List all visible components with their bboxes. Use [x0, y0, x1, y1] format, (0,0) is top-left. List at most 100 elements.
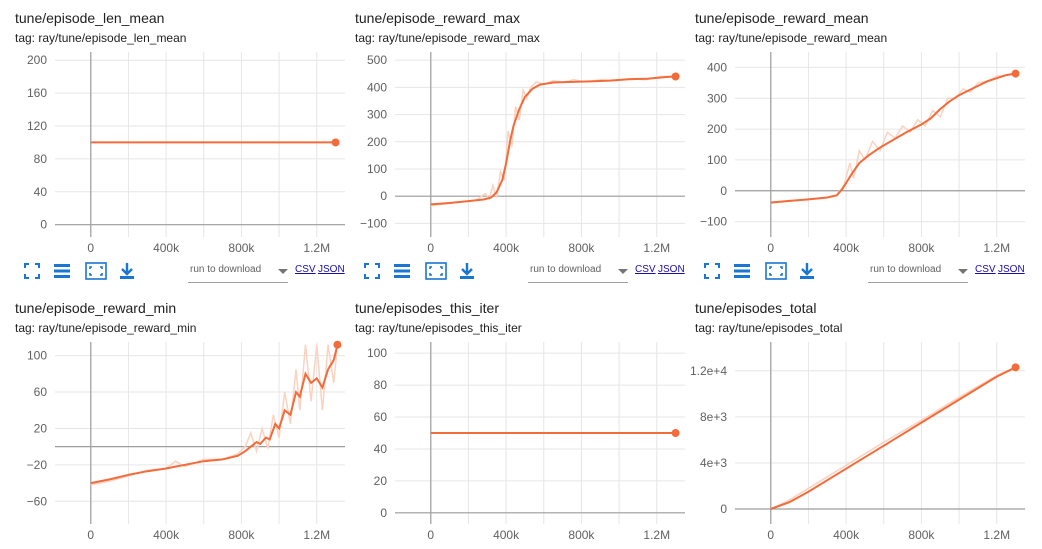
- fit-domain-icon[interactable]: [703, 262, 721, 280]
- x-tick-label: 800k: [228, 241, 255, 255]
- csv-link[interactable]: CSV: [975, 264, 996, 275]
- chart-title: tune/episode_reward_mean: [695, 10, 869, 26]
- chart-title: tune/episode_reward_max: [355, 10, 520, 26]
- expand-icon[interactable]: [765, 262, 787, 280]
- x-tick-label: 1.2M: [983, 528, 1010, 542]
- chart-card-6: tune/episodes_total tag: ray/tune/episod…: [690, 290, 1030, 549]
- y-tick-label: −20: [27, 458, 48, 472]
- x-tick-label: 400k: [153, 528, 180, 542]
- series-end-point: [333, 340, 342, 349]
- chart-card-1: tune/episode_len_mean tag: ray/tune/epis…: [15, 0, 350, 283]
- x-tick-label: 400k: [833, 241, 860, 255]
- grid-lines: [735, 342, 1025, 524]
- x-tick-label: 1.2M: [643, 528, 670, 542]
- expand-icon[interactable]: [85, 262, 107, 280]
- x-tick-label: 1.2M: [983, 241, 1010, 255]
- y-tick-label: 1.2e+4: [690, 364, 727, 378]
- json-link[interactable]: JSON: [998, 264, 1025, 275]
- download-icon[interactable]: [458, 262, 476, 280]
- y-tick-label: 100: [707, 153, 727, 167]
- y-tick-label: 200: [367, 135, 387, 149]
- x-tick-label: 800k: [568, 528, 595, 542]
- toggle-log-icon[interactable]: [53, 262, 71, 280]
- grid-lines: [735, 52, 1025, 237]
- y-tick-label: 120: [27, 119, 47, 133]
- line-chart[interactable]: 0 400k 800k 1.2M −100 0 100 200 300 400 500: [355, 0, 690, 260]
- y-tick-label: 80: [34, 152, 48, 166]
- x-tick-label: 800k: [908, 241, 935, 255]
- chart-card-3: tune/episode_reward_mean tag: ray/tune/e…: [695, 0, 1030, 283]
- x-tick-label: 800k: [568, 241, 595, 255]
- y-tick-label: −60: [27, 494, 48, 508]
- y-tick-label: 200: [27, 53, 47, 67]
- y-tick-label: 300: [707, 91, 727, 105]
- y-tick-label: −100: [700, 215, 727, 229]
- y-tick-label: 100: [367, 162, 387, 176]
- x-tick-label: 400k: [493, 528, 520, 542]
- chart-card-5: tune/episodes_this_iter tag: ray/tune/ep…: [355, 290, 690, 549]
- chevron-down-icon: [278, 269, 288, 274]
- y-tick-label: 0: [720, 502, 727, 516]
- run-select[interactable]: run to download: [188, 262, 288, 283]
- json-link[interactable]: JSON: [658, 264, 685, 275]
- y-tick-label: 500: [367, 53, 387, 67]
- x-tick-label: 0: [767, 241, 774, 255]
- series-raw-line: [430, 75, 676, 207]
- x-tick-label: 0: [87, 241, 94, 255]
- chart-title: tune/episode_reward_min: [15, 300, 177, 316]
- x-tick-label: 0: [427, 528, 434, 542]
- x-tick-label: 0: [87, 528, 94, 542]
- y-tick-label: 0: [40, 218, 47, 232]
- json-link[interactable]: JSON: [318, 264, 345, 275]
- series-line: [90, 344, 339, 485]
- run-select[interactable]: run to download: [528, 262, 628, 283]
- download-icon[interactable]: [798, 262, 816, 280]
- csv-link[interactable]: CSV: [295, 264, 316, 275]
- toggle-log-icon[interactable]: [733, 262, 751, 280]
- y-tick-label: 300: [367, 108, 387, 122]
- series-raw-line: [770, 72, 1016, 204]
- grid-lines: [55, 342, 345, 524]
- fit-domain-icon[interactable]: [23, 262, 41, 280]
- series-end-point: [1011, 363, 1020, 372]
- expand-icon[interactable]: [425, 262, 447, 280]
- series-end-point: [671, 72, 680, 81]
- line-chart[interactable]: 0 400k 800k 1.2M −100 0 100 200 300 400: [695, 0, 1030, 260]
- series-group: [430, 75, 676, 207]
- fit-domain-icon[interactable]: [363, 262, 381, 280]
- y-tick-label: 8e+3: [700, 410, 727, 424]
- chart-title: tune/episode_len_mean: [15, 10, 165, 26]
- chart-tag: tag: ray/tune/episode_reward_mean: [695, 31, 888, 45]
- series-group: [770, 366, 1017, 510]
- chart-card-4: tune/episode_reward_min tag: ray/tune/ep…: [15, 290, 350, 549]
- y-tick-label: 100: [367, 346, 387, 360]
- series-end-point: [1011, 69, 1020, 78]
- y-tick-label: 200: [707, 122, 727, 136]
- line-chart[interactable]: 0 400k 800k 1.2M 0 4e+3 8e+3 1.2e+4: [690, 290, 1030, 549]
- series-group: [770, 72, 1016, 204]
- y-tick-label: 20: [374, 474, 388, 488]
- run-select[interactable]: run to download: [868, 262, 968, 283]
- chart-tag: tag: ray/tune/episodes_total: [695, 321, 843, 335]
- chart-tag: tag: ray/tune/episode_len_mean: [15, 31, 187, 45]
- x-tick-label: 0: [427, 241, 434, 255]
- run-select-label: run to download: [190, 264, 262, 275]
- chart-tag: tag: ray/tune/episode_reward_max: [355, 31, 540, 45]
- y-tick-label: 60: [34, 385, 48, 399]
- line-chart[interactable]: 0 400k 800k 1.2M −60 −20 20 60 100: [15, 290, 350, 549]
- csv-link[interactable]: CSV: [635, 264, 656, 275]
- y-tick-label: 4e+3: [700, 456, 727, 470]
- series-raw-line: [770, 366, 1016, 510]
- series-line: [770, 72, 1016, 204]
- chart-toolbar: run to download CSV JSON: [695, 260, 1030, 283]
- y-tick-label: 40: [34, 185, 48, 199]
- x-tick-label: 800k: [908, 528, 935, 542]
- y-tick-label: 160: [27, 86, 47, 100]
- x-tick-label: 800k: [228, 528, 255, 542]
- y-tick-label: 100: [27, 349, 47, 363]
- download-icon[interactable]: [118, 262, 136, 280]
- line-chart[interactable]: 0 400k 800k 1.2M 0 40 80 120 160 200: [15, 0, 350, 260]
- line-chart[interactable]: 0 400k 800k 1.2M 0 20 40 60 80 100: [355, 290, 690, 549]
- toggle-log-icon[interactable]: [393, 262, 411, 280]
- x-tick-label: 1.2M: [643, 241, 670, 255]
